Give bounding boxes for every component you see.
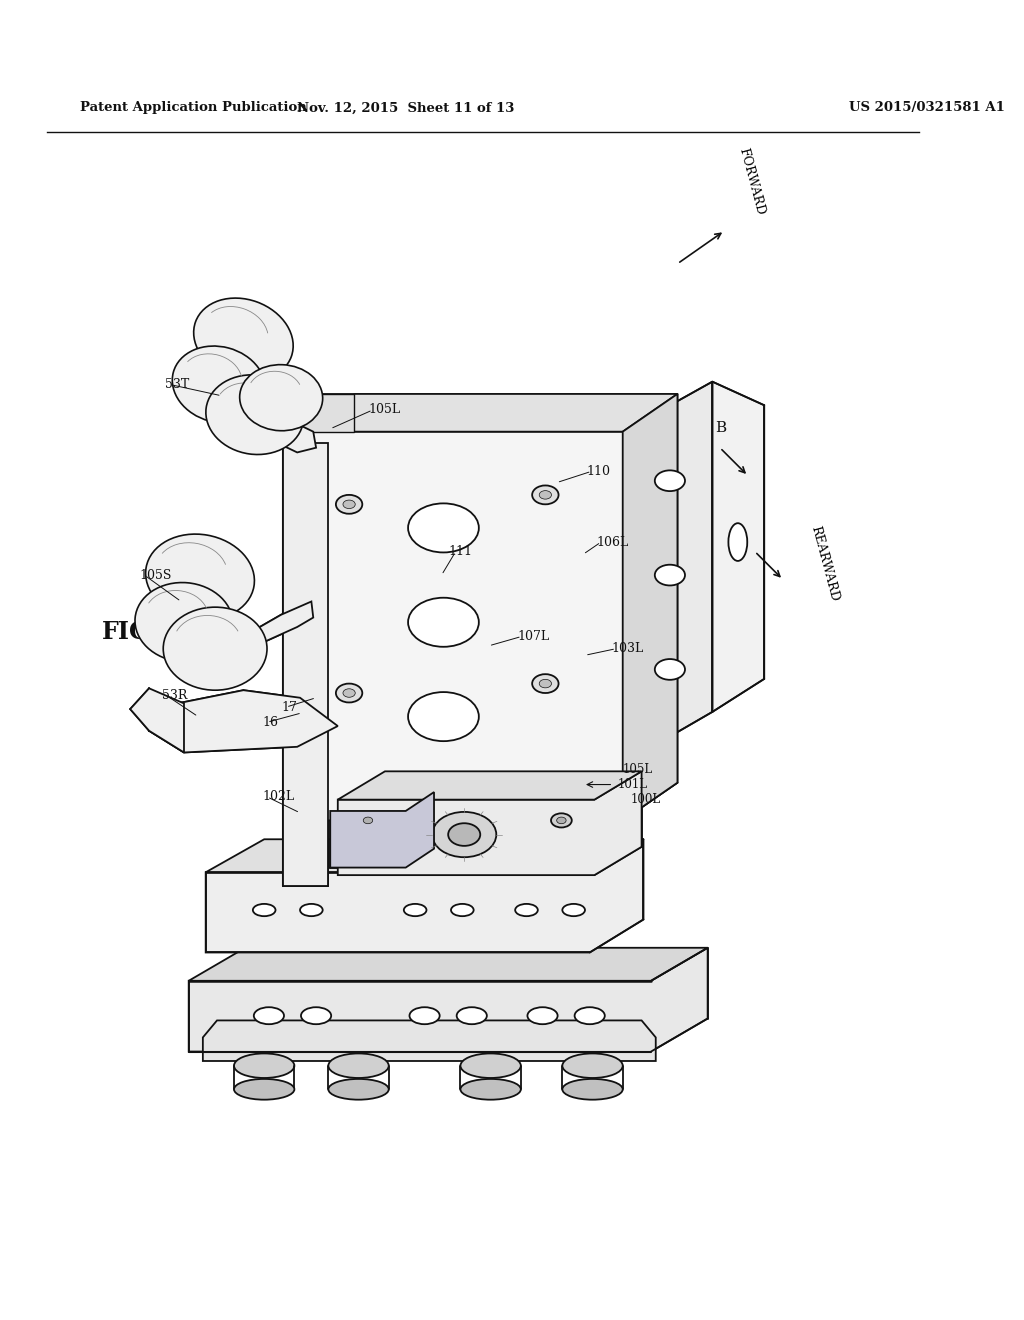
Ellipse shape	[557, 817, 566, 824]
Ellipse shape	[300, 904, 323, 916]
Ellipse shape	[540, 680, 552, 688]
Polygon shape	[130, 688, 184, 752]
Ellipse shape	[254, 1007, 284, 1024]
Ellipse shape	[562, 1053, 623, 1078]
Ellipse shape	[527, 1007, 558, 1024]
Text: 17: 17	[282, 701, 297, 714]
Ellipse shape	[451, 904, 474, 916]
Polygon shape	[206, 602, 313, 659]
Text: 111: 111	[449, 545, 472, 558]
Ellipse shape	[410, 1007, 439, 1024]
Ellipse shape	[409, 503, 479, 553]
Text: Patent Application Publication: Patent Application Publication	[80, 102, 307, 115]
Ellipse shape	[461, 1078, 521, 1100]
Ellipse shape	[432, 812, 497, 857]
Ellipse shape	[532, 486, 558, 504]
Text: FORWARD: FORWARD	[736, 147, 766, 216]
Polygon shape	[188, 948, 708, 981]
Ellipse shape	[234, 1078, 294, 1100]
Polygon shape	[206, 840, 643, 873]
Ellipse shape	[409, 692, 479, 741]
Polygon shape	[330, 792, 434, 867]
Polygon shape	[623, 393, 678, 821]
Text: 53R: 53R	[162, 689, 187, 702]
Text: 107L: 107L	[517, 630, 549, 643]
Ellipse shape	[343, 500, 355, 508]
Ellipse shape	[343, 689, 355, 697]
Text: 102L: 102L	[262, 791, 295, 804]
Text: 100L: 100L	[630, 793, 660, 807]
Ellipse shape	[551, 813, 571, 828]
Text: 105L: 105L	[623, 763, 653, 776]
Ellipse shape	[364, 817, 373, 824]
Ellipse shape	[562, 1078, 623, 1100]
Ellipse shape	[357, 813, 378, 828]
Ellipse shape	[301, 1007, 331, 1024]
Ellipse shape	[654, 659, 685, 680]
Ellipse shape	[172, 346, 265, 422]
Ellipse shape	[163, 607, 267, 690]
Polygon shape	[188, 948, 708, 1052]
Text: 101L: 101L	[618, 777, 648, 791]
Ellipse shape	[562, 904, 585, 916]
Text: 16: 16	[262, 715, 279, 729]
Text: B: B	[715, 421, 726, 436]
Text: REARWARD: REARWARD	[809, 524, 842, 603]
Polygon shape	[150, 690, 338, 752]
Ellipse shape	[135, 582, 233, 661]
Polygon shape	[222, 414, 316, 453]
Polygon shape	[338, 771, 642, 800]
Ellipse shape	[515, 904, 538, 916]
Text: FIG.13: FIG.13	[102, 619, 190, 644]
Text: 110: 110	[587, 465, 611, 478]
Ellipse shape	[457, 1007, 486, 1024]
Polygon shape	[623, 381, 713, 764]
Ellipse shape	[336, 495, 362, 513]
Text: 105S: 105S	[139, 569, 172, 582]
Ellipse shape	[574, 1007, 605, 1024]
Text: 105L: 105L	[368, 404, 400, 417]
Ellipse shape	[409, 598, 479, 647]
Ellipse shape	[449, 824, 480, 846]
Ellipse shape	[540, 491, 552, 499]
Ellipse shape	[206, 375, 304, 454]
Polygon shape	[203, 1020, 655, 1061]
Text: Nov. 12, 2015  Sheet 11 of 13: Nov. 12, 2015 Sheet 11 of 13	[297, 102, 514, 115]
Ellipse shape	[194, 298, 293, 380]
Ellipse shape	[253, 904, 275, 916]
Ellipse shape	[329, 1053, 389, 1078]
Polygon shape	[206, 840, 643, 953]
Polygon shape	[300, 393, 678, 432]
Ellipse shape	[403, 904, 426, 916]
Text: US 2015/0321581 A1: US 2015/0321581 A1	[849, 102, 1005, 115]
Ellipse shape	[336, 684, 362, 702]
Polygon shape	[713, 381, 764, 711]
Ellipse shape	[654, 470, 685, 491]
Polygon shape	[300, 393, 354, 432]
Polygon shape	[300, 393, 678, 821]
Ellipse shape	[329, 1078, 389, 1100]
Ellipse shape	[532, 675, 558, 693]
Ellipse shape	[461, 1053, 521, 1078]
Text: 106L: 106L	[596, 536, 629, 549]
Ellipse shape	[654, 565, 685, 586]
Ellipse shape	[240, 364, 323, 430]
Polygon shape	[338, 771, 642, 875]
Ellipse shape	[145, 535, 254, 620]
Ellipse shape	[234, 1053, 294, 1078]
Ellipse shape	[728, 523, 748, 561]
Text: 53T: 53T	[165, 378, 189, 391]
Text: 103L: 103L	[611, 642, 644, 655]
Polygon shape	[283, 444, 329, 887]
